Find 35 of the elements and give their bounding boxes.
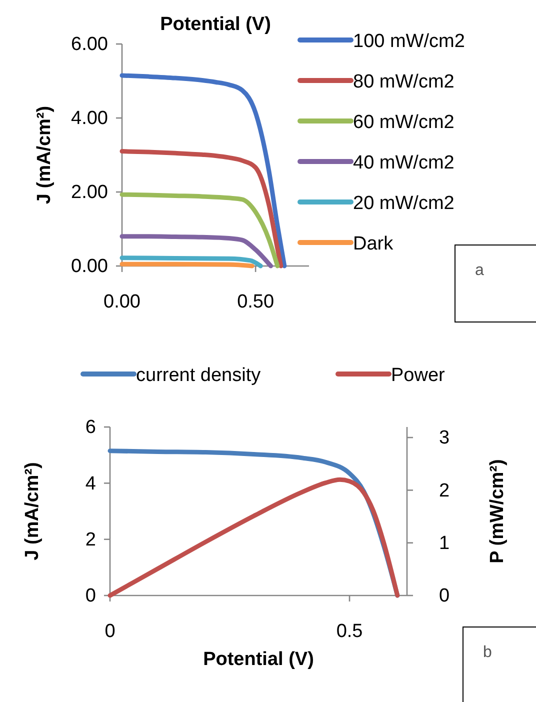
- y-tick-label: 4: [85, 473, 96, 494]
- line-series: [120, 234, 274, 268]
- y2-tick-label: 2: [439, 480, 450, 502]
- legend-label: 40 mW/cm2: [353, 152, 454, 174]
- y-tick-label: 2.00: [71, 182, 108, 204]
- y2-tick-label: 1: [439, 532, 450, 554]
- line-series: [120, 149, 284, 268]
- y-tick-label: 0: [85, 586, 96, 607]
- x-axis-title: Potential (V): [203, 649, 314, 670]
- x-axis-title: Potential (V): [160, 14, 271, 35]
- legend-label: Power: [391, 365, 446, 386]
- y2-tick-label: 0: [439, 586, 450, 607]
- text: b: [483, 644, 492, 661]
- y-axis-title: J (mA/cm²): [22, 462, 43, 560]
- x-tick-label: 0.50: [237, 291, 274, 312]
- y-tick-label: 2: [85, 529, 96, 550]
- y-tick-label: 0.00: [71, 256, 108, 278]
- y-tick-label: 6: [85, 417, 96, 438]
- legend-label: 20 mW/cm2: [353, 193, 454, 214]
- x-tick-label: 0.5: [336, 620, 363, 642]
- legend-label: 60 mW/cm2: [353, 112, 454, 133]
- line-series: [120, 192, 280, 268]
- legend-label: 80 mW/cm2: [353, 72, 454, 92]
- y2-axis-title: P (mW/cm²): [487, 459, 508, 564]
- line-series: [120, 73, 287, 268]
- text: a: [475, 262, 484, 279]
- line-series: [108, 477, 400, 598]
- legend-label: 100 mW/cm2: [353, 31, 465, 52]
- legend-label: current density: [136, 365, 262, 386]
- y-tick-label: 6.00: [71, 34, 108, 56]
- y-axis-title: J (mA/cm²): [34, 106, 55, 204]
- y2-tick-label: 3: [439, 428, 450, 449]
- line-series: [120, 256, 263, 268]
- y-tick-label: 4.00: [71, 108, 108, 130]
- legend-label: Dark: [353, 234, 394, 254]
